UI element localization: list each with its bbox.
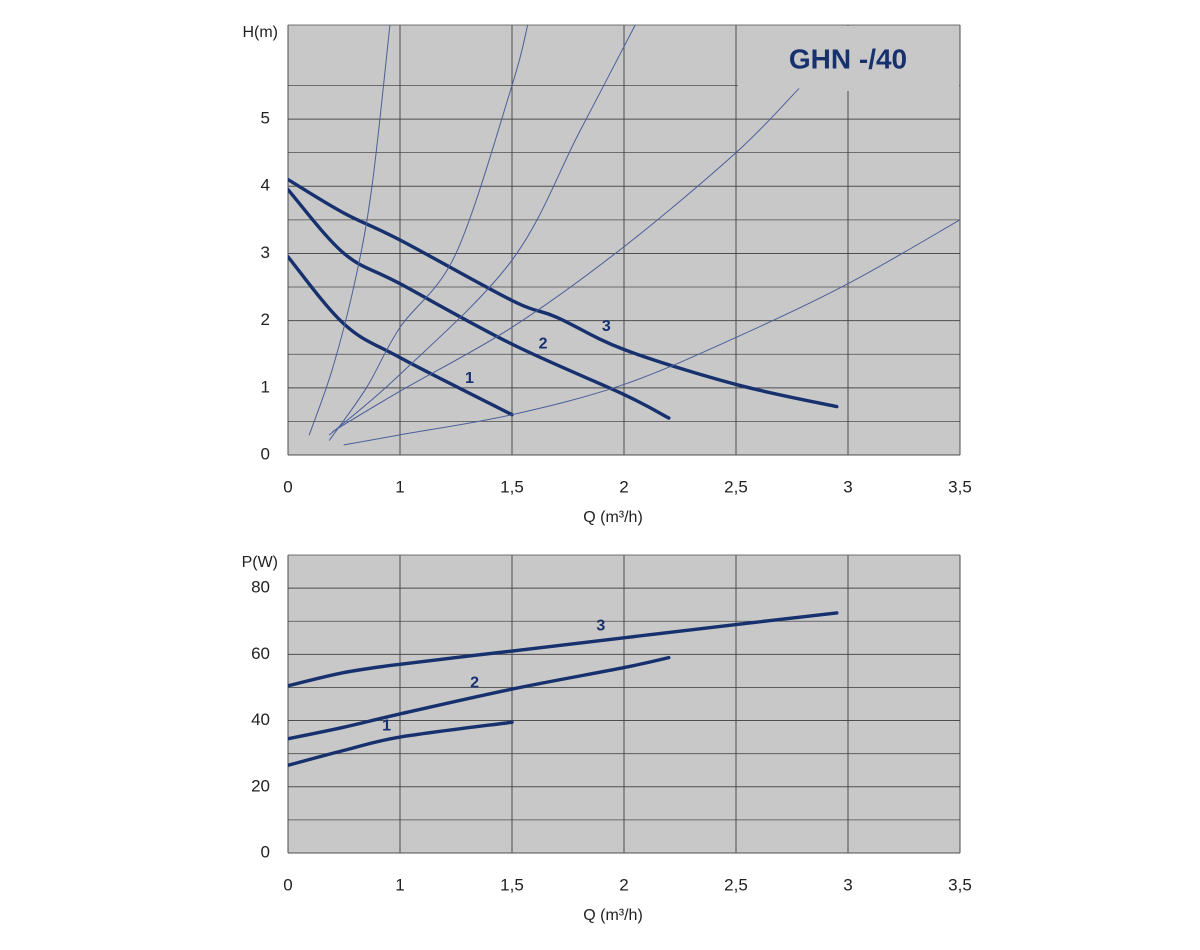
x-tick-label: 3,5 xyxy=(948,875,972,894)
pump-curve xyxy=(288,177,839,409)
system-curve xyxy=(343,219,960,446)
y-axis-label: H(m) xyxy=(242,24,278,41)
x-tick-label: 2 xyxy=(619,477,628,496)
y-tick-label: 0 xyxy=(261,842,270,861)
pump-curve xyxy=(288,655,671,741)
x-tick-label: 3 xyxy=(843,477,852,496)
y-tick-label: 40 xyxy=(251,710,270,729)
x-tick-label: 0 xyxy=(283,875,292,894)
system-curve xyxy=(308,25,391,436)
x-tick-label: 1 xyxy=(395,875,404,894)
y-tick-label: 0 xyxy=(261,444,270,463)
y-tick-label: 80 xyxy=(251,578,270,597)
pump-curve xyxy=(288,611,839,688)
curve-label: 2 xyxy=(470,675,479,692)
pump-curve xyxy=(288,187,671,420)
system-curve xyxy=(328,25,636,436)
curve-label: 3 xyxy=(596,618,605,635)
x-tick-label: 1,5 xyxy=(500,477,524,496)
curve-label: 3 xyxy=(602,318,611,335)
y-tick-label: 5 xyxy=(261,109,270,128)
y-tick-label: 3 xyxy=(261,243,270,262)
y-tick-label: 20 xyxy=(251,776,270,795)
x-axis-label: Q (m³/h) xyxy=(583,907,643,924)
x-tick-label: 0 xyxy=(283,477,292,496)
x-tick-label: 1 xyxy=(395,477,404,496)
x-tick-label: 2,5 xyxy=(724,875,748,894)
y-tick-label: 1 xyxy=(261,377,270,396)
series-layer xyxy=(288,25,960,446)
pump-curve xyxy=(288,255,514,417)
x-tick-label: 3 xyxy=(843,875,852,894)
curve-label: 1 xyxy=(465,370,474,387)
x-axis-label: Q (m³/h) xyxy=(583,509,643,526)
x-tick-label: 2 xyxy=(619,875,628,894)
system-curve xyxy=(332,88,800,432)
y-tick-label: 60 xyxy=(251,644,270,663)
y-tick-label: 4 xyxy=(261,176,270,195)
system-curve xyxy=(328,25,529,441)
series-layer xyxy=(288,611,839,767)
curve-label: 1 xyxy=(382,718,391,735)
x-tick-label: 1,5 xyxy=(500,875,524,894)
chart-title: GHN -/40 xyxy=(789,43,907,74)
y-axis-label: P(W) xyxy=(242,554,278,571)
curve-label: 2 xyxy=(539,335,548,352)
title-box xyxy=(738,26,959,91)
y-tick-label: 2 xyxy=(261,310,270,329)
pump-curve xyxy=(288,720,514,767)
x-tick-label: 2,5 xyxy=(724,477,748,496)
x-tick-label: 3,5 xyxy=(948,477,972,496)
